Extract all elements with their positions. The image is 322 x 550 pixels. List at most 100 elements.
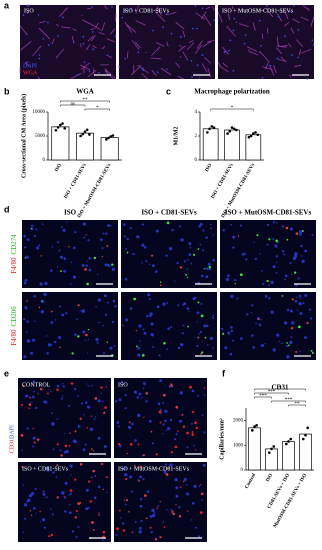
nucleus [120, 380, 124, 383]
nucleus [276, 262, 278, 264]
nucleus [199, 222, 203, 226]
stain-spot [143, 416, 145, 419]
nucleus [193, 484, 197, 488]
significance-label: ** [295, 402, 301, 407]
membrane [90, 35, 96, 42]
significance-label: * [96, 106, 99, 111]
nucleus [164, 419, 167, 423]
stain-label: F4/80 [10, 329, 18, 346]
stain-spot [116, 527, 119, 531]
y-axis-label: Capillaries/mm² [219, 418, 225, 460]
membrane [80, 62, 91, 70]
micrograph [114, 378, 207, 458]
membrane [259, 50, 269, 62]
stain-spot [288, 344, 290, 347]
nucleus [230, 329, 234, 333]
nucleus [291, 54, 293, 56]
nucleus [66, 221, 68, 223]
membrane [126, 24, 137, 33]
nucleus [302, 302, 305, 305]
nucleus [26, 61, 29, 63]
nucleus [306, 78, 309, 80]
nucleus [281, 250, 285, 253]
membrane [289, 74, 292, 78]
nucleus [167, 327, 171, 331]
stain-spot [156, 507, 158, 509]
stain-spot [208, 266, 211, 269]
nucleus [182, 324, 185, 327]
nucleus [56, 241, 60, 244]
nucleus [32, 436, 36, 440]
membrane [273, 64, 277, 73]
stain-spot [275, 239, 278, 243]
stain-spot [94, 397, 98, 400]
stain-spot [24, 257, 26, 259]
nucleus [289, 262, 292, 265]
stain-spot [159, 500, 161, 503]
nucleus [258, 324, 262, 327]
nucleus [42, 492, 46, 496]
nucleus [43, 400, 46, 403]
nucleus [289, 227, 293, 231]
image-title: ISO + CD81-SEVs [123, 8, 170, 14]
membrane [104, 68, 116, 80]
nucleus [286, 309, 290, 312]
y-tick-label: 1000 [233, 443, 244, 448]
nucleus [122, 522, 125, 525]
nucleus [155, 229, 159, 233]
nucleus [124, 473, 128, 477]
nucleus [232, 235, 236, 239]
nucleus [157, 402, 161, 406]
nucleus [109, 224, 112, 227]
nucleus [31, 445, 34, 448]
stain-spot [21, 465, 24, 468]
nucleus [229, 39, 232, 42]
x-tick-label: ISO [54, 163, 63, 173]
stain-spot [204, 268, 206, 270]
nucleus [26, 12, 29, 14]
nucleus [134, 439, 137, 442]
nucleus [23, 281, 27, 285]
bar [265, 448, 278, 471]
membrane [37, 76, 40, 80]
stain-spot [87, 480, 91, 483]
nucleus [268, 284, 271, 287]
membrane [249, 51, 259, 56]
membrane [130, 65, 142, 76]
membrane [19, 25, 28, 36]
nucleus [284, 35, 286, 37]
nucleus [297, 56, 299, 59]
nucleus [208, 267, 212, 271]
image-title: ISO + MutOSM-CD81-SEVs [118, 466, 190, 472]
stain-spot [145, 517, 148, 520]
nucleus [304, 294, 308, 297]
nucleus [300, 297, 302, 299]
nucleus [174, 478, 178, 482]
nucleus [83, 414, 85, 416]
nucleus [63, 433, 66, 435]
nucleus [115, 399, 118, 403]
data-point [252, 132, 255, 135]
nucleus [82, 42, 85, 45]
x-tick-label: ISO [266, 473, 275, 483]
stain-spot [87, 328, 90, 331]
nucleus [143, 331, 147, 335]
nucleus [82, 448, 86, 452]
nucleus [87, 385, 89, 387]
nucleus [87, 352, 89, 354]
stain-spot [22, 384, 25, 388]
membrane [178, 45, 186, 52]
nucleus [259, 253, 261, 255]
nucleus [31, 395, 35, 399]
stain-spot [285, 226, 289, 230]
membrane [217, 11, 223, 23]
nucleus [65, 312, 68, 315]
membrane [227, 27, 237, 37]
nucleus [62, 385, 65, 388]
significance-label: *** [259, 394, 267, 399]
nucleus [293, 4, 295, 7]
nucleus [301, 259, 305, 264]
nucleus [260, 319, 263, 321]
stain-spot [32, 427, 34, 430]
nucleus [255, 322, 257, 325]
